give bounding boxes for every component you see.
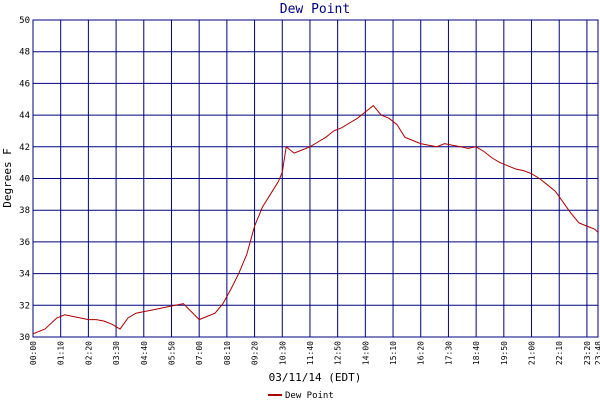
x-tick-label: 03:30	[112, 341, 121, 365]
y-tick-label: 50	[19, 16, 30, 26]
x-axis-ticks: 00:00 01:10 02:20 03:30 04:40 05:50 07:00 08:10…	[29, 341, 600, 365]
y-tick-label: 46	[19, 79, 30, 89]
x-tick-label: 22:10	[555, 341, 564, 365]
x-tick-label: 23:20	[583, 341, 592, 365]
legend-label: Dew Point	[285, 391, 334, 400]
x-tick-label: 09:20	[251, 341, 260, 365]
y-tick-label: 48	[19, 48, 30, 58]
x-tick-label: 08:10	[223, 341, 232, 365]
x-tick-label: 18:40	[472, 341, 481, 365]
x-tick-label: 11:40	[306, 341, 315, 365]
y-axis-ticks: 30 32 34 36 38 40 42 44 46 48 50	[19, 16, 30, 343]
x-tick-label: 07:00	[195, 341, 204, 365]
x-tick-label: 19:50	[500, 341, 509, 365]
y-tick-label: 40	[19, 175, 30, 185]
x-tick-label: 04:40	[140, 341, 149, 365]
x-tick-label: 12:50	[334, 341, 343, 365]
x-tick-label: 01:10	[57, 341, 66, 365]
x-tick-label: 21:00	[528, 341, 537, 365]
x-axis-label: 03/11/14 (EDT)	[269, 371, 362, 384]
x-tick-label: 10:30	[278, 341, 287, 365]
x-tick-label: 23:48	[594, 341, 600, 365]
x-tick-label: 14:00	[361, 341, 370, 365]
x-tick-label: 02:20	[84, 341, 93, 365]
dew-point-line	[32, 104, 599, 335]
y-tick-label: 34	[19, 270, 30, 280]
x-tick-label: 00:00	[29, 341, 38, 365]
x-tick-label: 16:20	[417, 341, 426, 365]
y-tick-label: 44	[19, 111, 30, 121]
y-tick-label: 30	[19, 333, 30, 343]
grid-lines	[32, 19, 599, 338]
x-tick-label: 15:10	[389, 341, 398, 365]
x-tick-label: 17:30	[444, 341, 453, 365]
chart-title: Dew Point	[280, 2, 350, 17]
y-tick-label: 42	[19, 143, 30, 153]
y-tick-label: 38	[19, 206, 30, 216]
legend: Dew Point	[268, 391, 334, 400]
y-axis-label: Degrees F	[1, 148, 14, 208]
y-tick-label: 32	[19, 301, 30, 311]
y-tick-label: 36	[19, 238, 30, 248]
x-tick-label: 05:50	[167, 341, 176, 365]
